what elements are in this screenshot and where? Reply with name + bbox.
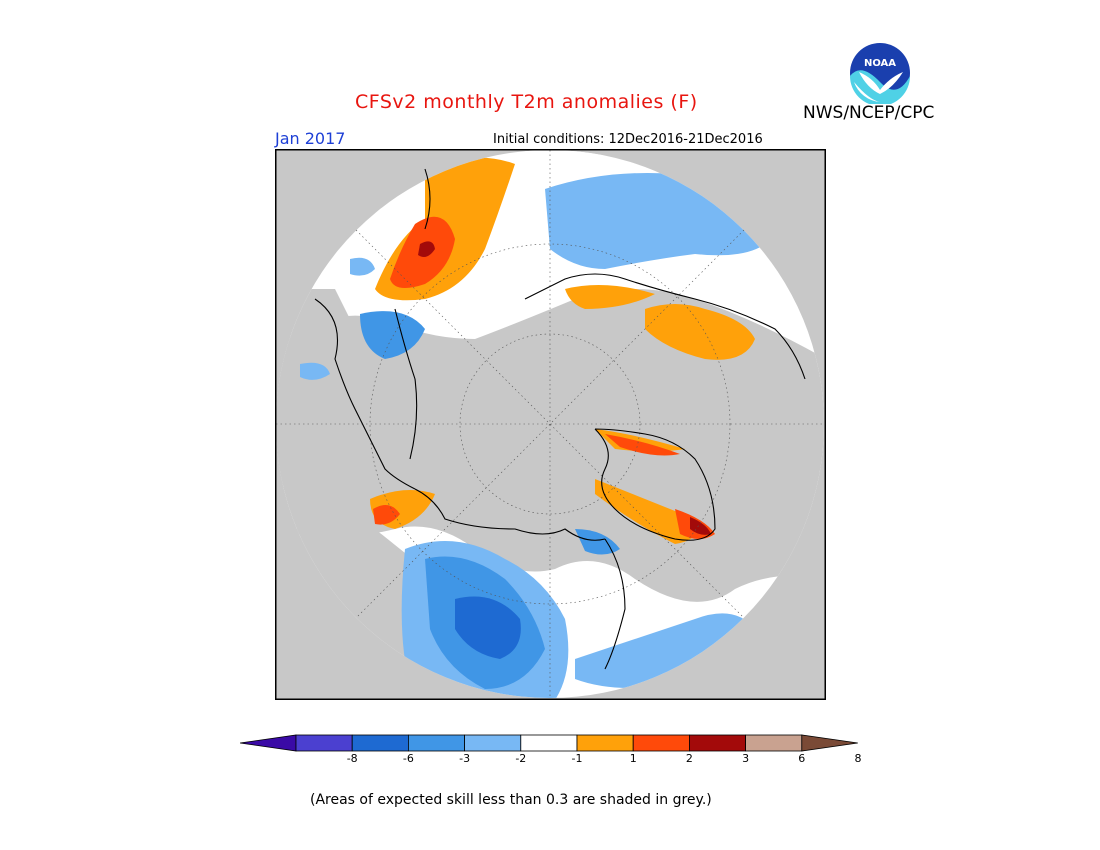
legend-swatch: [745, 734, 803, 752]
no-skill-left: [276, 289, 355, 489]
anomaly-scandinavia-warm: [645, 304, 755, 360]
legend-tick-label: -1: [571, 752, 583, 765]
map-border: [275, 149, 826, 700]
legend-tick-label: 1: [629, 752, 637, 765]
color-legend: [240, 734, 858, 752]
legend-swatch: [632, 734, 690, 752]
anomaly-west-cold-2: [350, 257, 375, 276]
legend-swatch: [576, 734, 634, 752]
legend-swatch: [688, 734, 746, 752]
organization-label: NWS/NCEP/CPC: [803, 103, 935, 123]
anomaly-yukon-warmer: [373, 505, 400, 525]
legend-arrow-low: [240, 734, 297, 752]
legend-swatch: [351, 734, 409, 752]
noaa-logo: NOAA: [850, 43, 910, 104]
anomaly-greenland-warmer: [605, 434, 680, 456]
legend-tick-label: -2: [515, 752, 527, 765]
legend-tick-label: -8: [346, 752, 358, 765]
anomaly-alaska-hot: [418, 241, 435, 257]
coastlines: [314, 168, 806, 670]
chart-title: CFSv2 monthly T2m anomalies (F): [355, 91, 698, 113]
legend-tick-label: -3: [459, 752, 471, 765]
legend-swatch: [464, 734, 522, 752]
initial-conditions: Initial conditions: 12Dec2016-21Dec2016: [493, 132, 763, 147]
legend-tick-label: 3: [742, 752, 750, 765]
legend-arrow-high: [801, 734, 858, 752]
legend-tick-label: 6: [798, 752, 806, 765]
legend-tick-label: 2: [685, 752, 693, 765]
footnote: (Areas of expected skill less than 0.3 a…: [310, 792, 712, 808]
forecast-month: Jan 2017: [275, 129, 346, 148]
anomaly-west-cold-3: [300, 362, 330, 380]
anomaly-arctic-canada-cold: [575, 529, 620, 555]
anomaly-west-cold: [360, 311, 425, 359]
noaa-logo-text: NOAA: [864, 58, 896, 69]
legend-swatch: [520, 734, 578, 752]
anomaly-europe-warm: [565, 285, 655, 309]
legend-tick-label: -6: [402, 752, 414, 765]
polar-map: [275, 149, 826, 700]
anomaly-greenland-south: [595, 479, 698, 544]
legend-swatch: [295, 734, 353, 752]
legend-tick-label: 8: [854, 752, 862, 765]
legend-swatch: [407, 734, 465, 752]
anomaly-canada-coldest: [455, 596, 521, 659]
anomaly-greenland-warm: [595, 429, 685, 452]
